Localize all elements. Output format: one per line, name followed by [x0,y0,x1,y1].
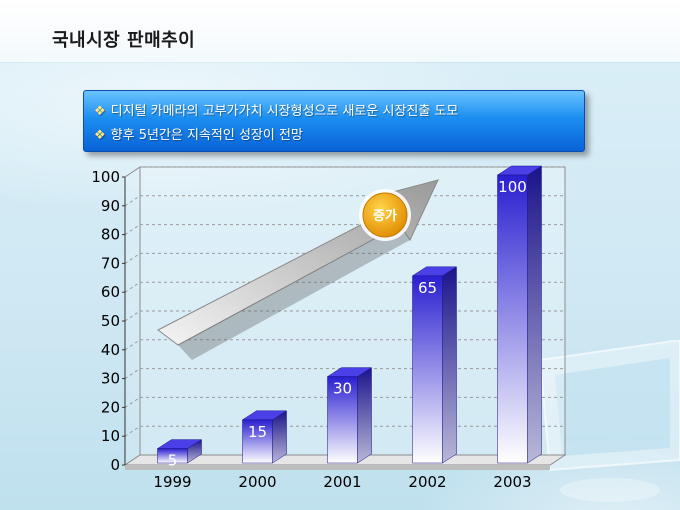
y-tick-label: 10 [101,427,120,445]
y-tick-label: 30 [101,370,120,388]
bar-side [442,266,457,464]
x-tick-label: 2002 [408,473,446,491]
data-label: 30 [333,380,352,398]
y-tick-label: 100 [91,168,120,186]
bar-1999: 5 [156,439,203,470]
y-tick-label: 70 [101,254,120,272]
x-tick-label: 2000 [238,473,276,491]
info-box: ❖ 디지털 카메라의 고부가가치 시장형성으로 새로운 시장진출 도모 ❖ 향후 5… [83,90,585,152]
data-label: 100 [498,178,527,196]
bar-2001: 30 [326,367,373,464]
bar-front [157,448,188,464]
info-line-2-text: 향후 5년간은 지속적인 성장이 전망 [110,128,303,143]
y-tick-label: 60 [101,283,120,301]
x-tick-label: 2001 [323,473,361,491]
bar-front [497,174,528,464]
grid-line [124,224,565,236]
increase-badge: 증가 [359,189,411,241]
data-label: 65 [418,279,437,297]
bar-2000: 15 [241,410,288,464]
y-tick-label: 50 [101,312,120,330]
grid-line [124,252,565,264]
diamond-bullet-icon: ❖ [94,128,106,143]
y-tick-label: 0 [110,456,120,474]
y-tick-label: 40 [101,341,120,359]
page-title: 국내시장 판매추이 [52,30,196,51]
y-tick-label: 80 [101,226,120,244]
info-line-2: ❖ 향후 5년간은 지속적인 성장이 전망 [94,124,303,143]
info-line-1-text: 디지털 카메라의 고부가가치 시장형성으로 새로운 시장진출 도모 [110,104,459,119]
y-tick-label: 20 [101,398,120,416]
bar-2003: 100 [496,165,543,464]
diamond-bullet-icon: ❖ [94,104,106,119]
bar-side [357,367,372,464]
x-tick-label: 2003 [493,473,531,491]
x-tick-label: 1999 [153,473,191,491]
bar-2002: 65 [411,266,458,464]
grid-line [124,166,565,178]
increase-badge-label: 증가 [373,209,397,224]
floor-edge [125,465,550,470]
bar-front [327,376,358,464]
monitor-decoration-icon [538,340,680,502]
data-label: 5 [168,452,178,470]
bar-front [242,419,273,464]
bar-side [527,165,542,464]
info-line-1: ❖ 디지털 카메라의 고부가가치 시장형성으로 새로운 시장진출 도모 [94,100,458,119]
title-bar: 국내시장 판매추이 [0,0,680,63]
bar-front [412,275,443,464]
data-label: 15 [248,423,267,441]
side-wall [124,166,141,466]
y-tick-label: 90 [101,197,120,215]
